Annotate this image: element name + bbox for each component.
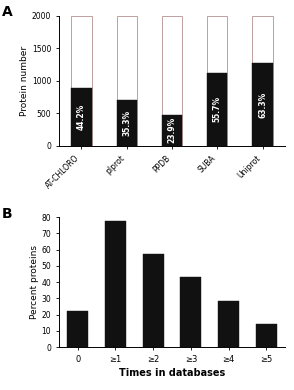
Bar bbox=[207, 16, 228, 145]
Bar bbox=[252, 16, 273, 145]
Bar bbox=[162, 16, 182, 145]
Text: 35.3%: 35.3% bbox=[122, 110, 131, 136]
Bar bbox=[71, 88, 92, 145]
Text: B: B bbox=[2, 207, 13, 221]
Text: 63.3%: 63.3% bbox=[258, 91, 267, 117]
Bar bbox=[116, 100, 137, 145]
Y-axis label: Protein number: Protein number bbox=[20, 46, 29, 116]
Bar bbox=[143, 255, 163, 347]
Bar bbox=[207, 73, 228, 145]
Bar bbox=[162, 115, 182, 145]
Y-axis label: Percent proteins: Percent proteins bbox=[30, 245, 39, 319]
Bar bbox=[252, 63, 273, 145]
Text: 23.9%: 23.9% bbox=[168, 117, 176, 143]
Bar bbox=[181, 277, 201, 347]
Text: 44.2%: 44.2% bbox=[77, 104, 86, 130]
X-axis label: Times in databases: Times in databases bbox=[119, 368, 225, 378]
Bar bbox=[218, 301, 239, 347]
Text: A: A bbox=[2, 5, 13, 19]
Bar bbox=[105, 221, 126, 347]
Bar bbox=[256, 324, 277, 347]
Bar bbox=[71, 16, 92, 145]
Bar bbox=[67, 310, 88, 347]
Text: 55.7%: 55.7% bbox=[213, 96, 222, 122]
Bar bbox=[116, 16, 137, 145]
